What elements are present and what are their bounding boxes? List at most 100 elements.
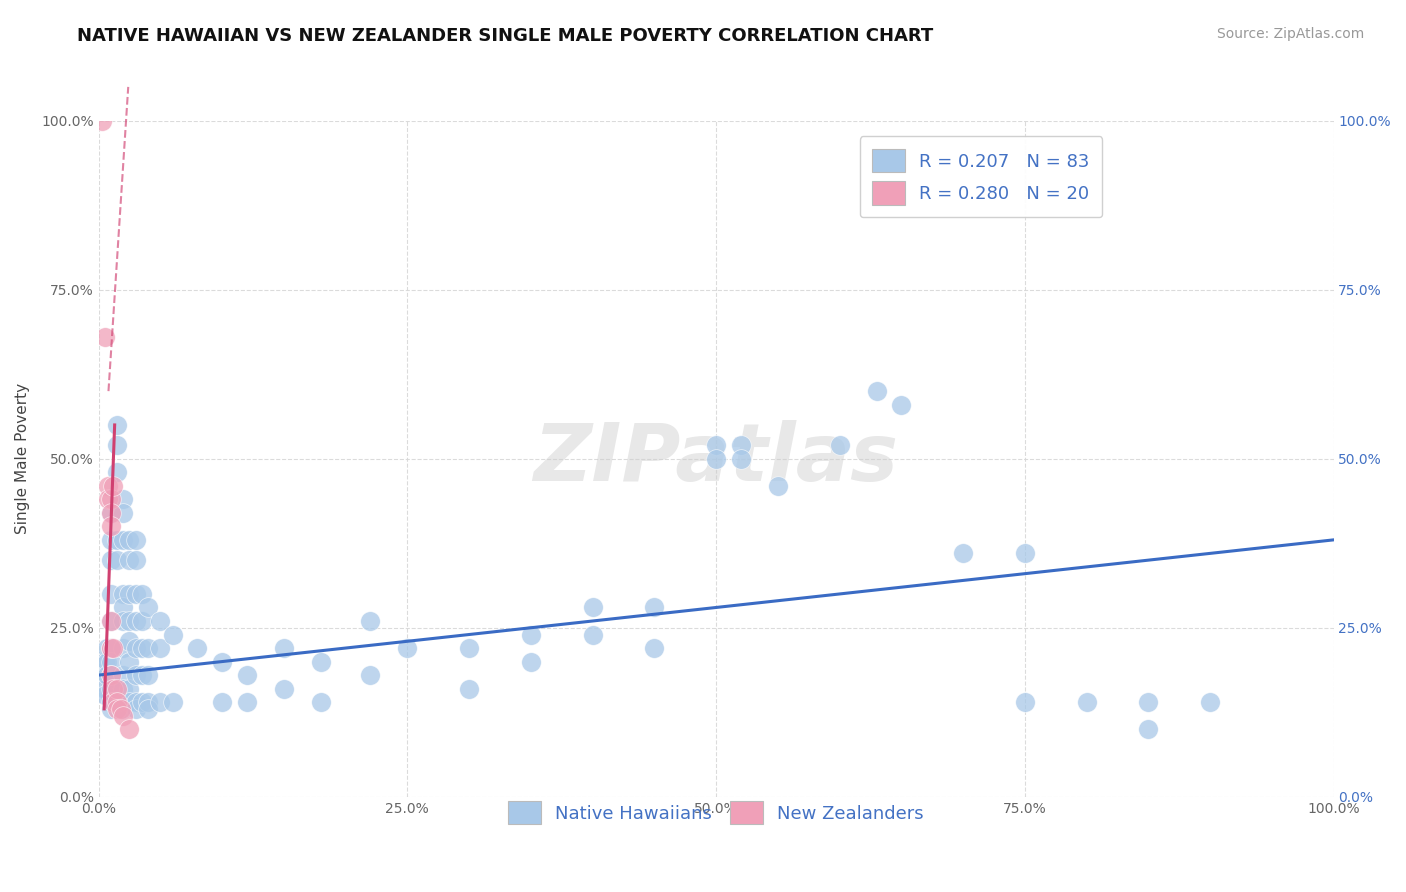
Point bbox=[118, 655, 141, 669]
Point bbox=[890, 398, 912, 412]
Point bbox=[94, 689, 117, 703]
Point bbox=[118, 587, 141, 601]
Point bbox=[131, 641, 153, 656]
Point bbox=[118, 553, 141, 567]
Point bbox=[273, 641, 295, 656]
Point bbox=[118, 533, 141, 547]
Point bbox=[105, 417, 128, 432]
Point bbox=[136, 702, 159, 716]
Point bbox=[124, 695, 146, 709]
Point bbox=[359, 614, 381, 628]
Point bbox=[1137, 695, 1160, 709]
Point bbox=[103, 641, 125, 656]
Point bbox=[865, 384, 887, 398]
Point bbox=[118, 614, 141, 628]
Point bbox=[136, 641, 159, 656]
Point bbox=[124, 668, 146, 682]
Point bbox=[131, 614, 153, 628]
Point bbox=[103, 479, 125, 493]
Point bbox=[100, 614, 122, 628]
Point bbox=[100, 553, 122, 567]
Point bbox=[118, 634, 141, 648]
Point bbox=[105, 465, 128, 479]
Point bbox=[149, 695, 172, 709]
Point bbox=[162, 695, 184, 709]
Point bbox=[112, 641, 135, 656]
Point bbox=[211, 655, 233, 669]
Point bbox=[100, 492, 122, 507]
Point bbox=[131, 668, 153, 682]
Point bbox=[766, 479, 789, 493]
Point bbox=[112, 533, 135, 547]
Point bbox=[100, 668, 122, 682]
Point bbox=[149, 614, 172, 628]
Point bbox=[1014, 695, 1036, 709]
Text: NATIVE HAWAIIAN VS NEW ZEALANDER SINGLE MALE POVERTY CORRELATION CHART: NATIVE HAWAIIAN VS NEW ZEALANDER SINGLE … bbox=[77, 27, 934, 45]
Point bbox=[704, 451, 727, 466]
Point bbox=[110, 702, 132, 716]
Point bbox=[103, 681, 125, 696]
Point bbox=[112, 695, 135, 709]
Point bbox=[100, 641, 122, 656]
Point bbox=[520, 627, 543, 641]
Point bbox=[643, 600, 665, 615]
Point bbox=[118, 681, 141, 696]
Point bbox=[112, 506, 135, 520]
Point bbox=[273, 681, 295, 696]
Text: ZIPatlas: ZIPatlas bbox=[533, 420, 898, 498]
Point bbox=[131, 695, 153, 709]
Point bbox=[520, 655, 543, 669]
Point bbox=[136, 600, 159, 615]
Point bbox=[96, 655, 118, 669]
Point bbox=[136, 695, 159, 709]
Point bbox=[112, 614, 135, 628]
Point bbox=[149, 641, 172, 656]
Point bbox=[100, 533, 122, 547]
Point bbox=[105, 438, 128, 452]
Point bbox=[211, 695, 233, 709]
Point bbox=[105, 695, 128, 709]
Point bbox=[112, 708, 135, 723]
Point bbox=[730, 451, 752, 466]
Point bbox=[124, 533, 146, 547]
Point bbox=[94, 681, 117, 696]
Point bbox=[458, 641, 481, 656]
Point bbox=[124, 553, 146, 567]
Point bbox=[100, 614, 122, 628]
Point bbox=[124, 641, 146, 656]
Point bbox=[1199, 695, 1222, 709]
Y-axis label: Single Male Poverty: Single Male Poverty bbox=[15, 384, 30, 534]
Point bbox=[100, 506, 122, 520]
Point bbox=[118, 695, 141, 709]
Legend: Native Hawaiians, New Zealanders: Native Hawaiians, New Zealanders bbox=[501, 794, 931, 831]
Point bbox=[91, 113, 114, 128]
Point bbox=[952, 546, 974, 560]
Point bbox=[100, 587, 122, 601]
Point bbox=[124, 702, 146, 716]
Point bbox=[359, 668, 381, 682]
Point bbox=[105, 553, 128, 567]
Point bbox=[94, 330, 117, 344]
Point bbox=[100, 519, 122, 533]
Point bbox=[236, 668, 259, 682]
Point bbox=[124, 587, 146, 601]
Point bbox=[458, 681, 481, 696]
Point bbox=[97, 479, 120, 493]
Point bbox=[581, 627, 603, 641]
Point bbox=[309, 655, 332, 669]
Point bbox=[112, 600, 135, 615]
Point bbox=[100, 681, 122, 696]
Point bbox=[100, 506, 122, 520]
Point bbox=[112, 668, 135, 682]
Point bbox=[97, 492, 120, 507]
Point bbox=[96, 641, 118, 656]
Point bbox=[112, 702, 135, 716]
Point bbox=[131, 587, 153, 601]
Point bbox=[112, 587, 135, 601]
Point bbox=[1076, 695, 1098, 709]
Point bbox=[1014, 546, 1036, 560]
Point bbox=[643, 641, 665, 656]
Point bbox=[581, 600, 603, 615]
Point bbox=[112, 681, 135, 696]
Point bbox=[118, 722, 141, 736]
